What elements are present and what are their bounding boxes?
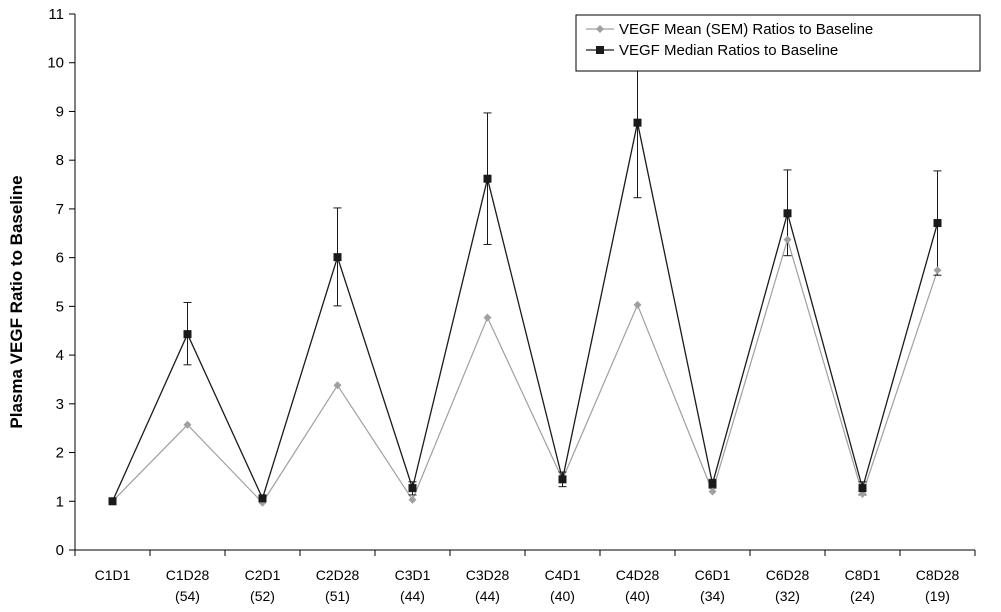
x-tick-label: C8D1 <box>845 567 881 583</box>
y-tick-label: 11 <box>48 6 64 23</box>
y-tick-label: 5 <box>56 298 64 315</box>
x-count-label: (54) <box>175 588 200 604</box>
median-point <box>108 497 117 506</box>
x-count-label: (44) <box>400 588 425 604</box>
legend-label-median: VEGF Median Ratios to Baseline <box>619 42 838 59</box>
median-point <box>708 479 717 488</box>
x-tick-label: C8D28 <box>916 567 960 583</box>
median-point <box>258 494 267 503</box>
x-tick-label: C2D1 <box>245 567 281 583</box>
y-axis-label: Plasma VEGF Ratio to Baseline <box>7 175 26 428</box>
x-count-label: (52) <box>250 588 275 604</box>
axes <box>69 13 976 556</box>
x-tick-label: C4D1 <box>545 567 581 583</box>
mean-point <box>708 487 717 496</box>
y-tick-label: 4 <box>56 347 64 364</box>
median-point <box>483 174 492 183</box>
x-tick-label: C6D28 <box>766 567 810 583</box>
median-point <box>408 484 417 493</box>
y-tick-label: 1 <box>56 493 64 510</box>
x-count-label: (24) <box>850 588 875 604</box>
mean-point <box>333 381 342 390</box>
y-tick-label: 3 <box>56 396 64 413</box>
connector-lines <box>111 122 939 504</box>
median-point <box>333 253 342 262</box>
mean-point <box>483 313 492 322</box>
x-tick-label: C3D1 <box>395 567 431 583</box>
series-line-median <box>111 122 939 502</box>
x-tick-label: C1D28 <box>166 567 210 583</box>
median-point <box>183 330 192 339</box>
legend-label-mean: VEGF Mean (SEM) Ratios to Baseline <box>619 21 873 38</box>
median-point <box>633 118 642 127</box>
legend-marker-median <box>596 46 604 54</box>
median-point <box>783 209 792 218</box>
x-tick-label: C4D28 <box>616 567 660 583</box>
x-count-label: (32) <box>775 588 800 604</box>
x-count-label: (19) <box>925 588 950 604</box>
y-tick-label: 2 <box>56 445 64 462</box>
x-tick-label: C3D28 <box>466 567 510 583</box>
x-tick-label: C6D1 <box>695 567 731 583</box>
x-tick-label: C2D28 <box>316 567 360 583</box>
legend: VEGF Mean (SEM) Ratios to Baseline VEGF … <box>575 14 981 72</box>
mean-point <box>633 300 642 309</box>
series-line-mean <box>112 237 939 504</box>
median-point <box>558 475 567 484</box>
x-count-label: (40) <box>550 588 575 604</box>
y-tick-label: 0 <box>56 542 64 559</box>
y-tick-label: 10 <box>47 55 64 72</box>
y-tick-label: 9 <box>56 103 64 120</box>
legend-box <box>575 14 981 72</box>
data-points <box>108 118 942 507</box>
legend-marker-mean <box>596 25 604 33</box>
x-tick-label: C1D1 <box>95 567 131 583</box>
y-tick-label: 8 <box>56 152 64 169</box>
mean-point <box>408 495 417 504</box>
error-bars <box>183 47 942 502</box>
y-tick-label: 6 <box>56 250 64 267</box>
tick-labels: 0 1 2 3 4 5 6 7 8 9 10 11 C1D1 C1D28 (54) C2D1 (52) C2D28… <box>47 6 959 604</box>
x-count-label: (40) <box>625 588 650 604</box>
mean-point <box>783 235 792 244</box>
y-tick-label: 7 <box>56 201 64 218</box>
x-count-label: (44) <box>475 588 500 604</box>
median-point <box>858 484 867 493</box>
mean-point <box>183 420 192 429</box>
mean-point <box>933 266 942 275</box>
median-point <box>933 219 942 228</box>
x-count-label: (34) <box>700 588 725 604</box>
x-count-label: (51) <box>325 588 350 604</box>
